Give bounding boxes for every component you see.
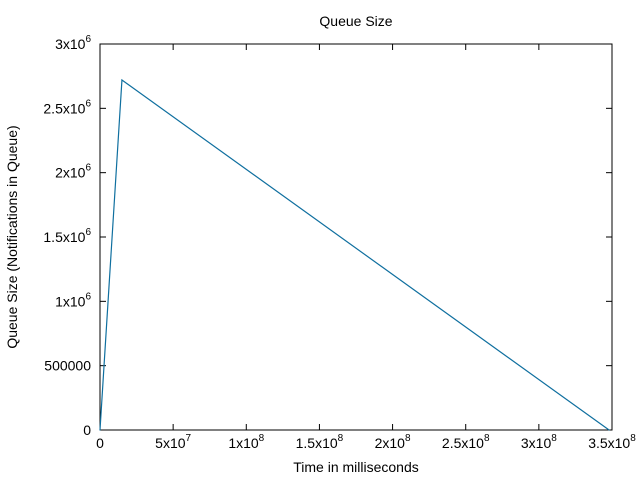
y-axis: 0 500000 1x106 1.5x106 2x106 2.5x106 3x106 [43,34,612,438]
plot-frame [99,43,613,431]
y-tick-label: 500000 [44,358,91,374]
y-tick-label: 1.5x106 [43,227,91,245]
y-tick-label: 1x106 [55,291,91,309]
x-axis: 0 5x107 1x108 1.5x108 2x108 2.5x108 3x108 3.5x1… [96,44,636,451]
x-tick-label: 0 [96,435,104,451]
series [99,78,610,431]
x-tick-label: 5x107 [155,433,191,451]
series-line [99,78,610,431]
y-tick-label: 2x106 [55,163,91,181]
plot-frame-border [99,43,613,431]
y-tick-label: 0 [83,422,91,438]
x-tick-label: 1x108 [228,433,264,451]
x-tick-label: 1.5x108 [296,433,344,451]
chart-title: Queue Size [319,13,392,29]
y-tick-label: 2.5x106 [43,98,91,116]
x-tick-label: 2x108 [375,433,411,451]
x-tick-label: 3x108 [521,433,557,451]
series-point [99,429,101,431]
y-axis-label: Queue Size (Notifications in Queue) [4,125,20,348]
x-tick-label: 3.5x108 [588,433,636,451]
series-point [608,429,610,431]
y-tick-label: 3x106 [55,34,91,52]
series-point [121,79,123,81]
x-tick-label: 2.5x108 [442,433,490,451]
x-axis-label: Time in milliseconds [293,459,419,475]
